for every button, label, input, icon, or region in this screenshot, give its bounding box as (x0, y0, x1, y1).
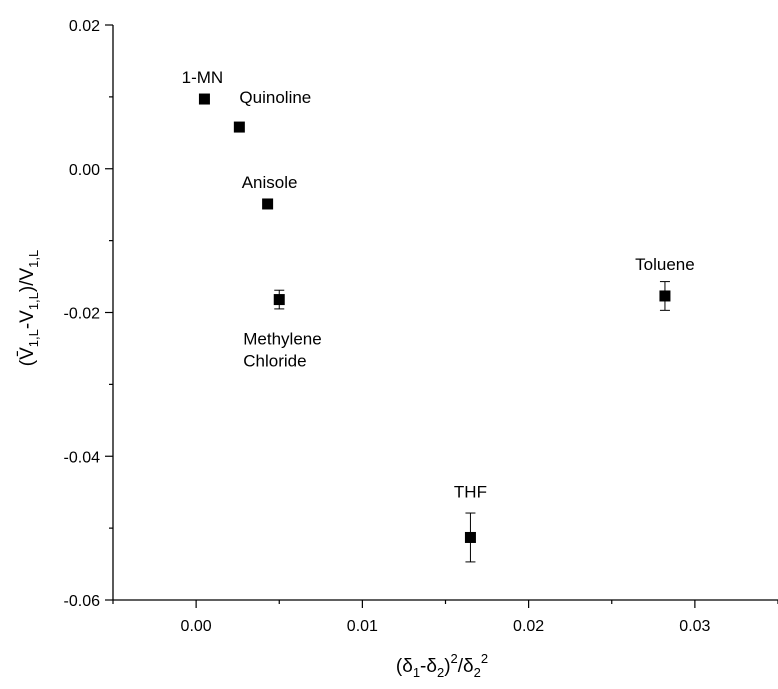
x-axis-title: (δ1-δ2)2/δ22 (396, 651, 488, 680)
x-tick-label: 0.01 (347, 618, 378, 635)
axes (112, 25, 778, 601)
data-point-marker (273, 294, 285, 306)
y-tick-label: -0.02 (64, 306, 101, 323)
point-label: 1-MN (182, 68, 224, 87)
data-point-marker (659, 290, 671, 302)
point-label: Anisole (242, 173, 298, 192)
y-tick-label: -0.06 (64, 593, 101, 610)
data-points (198, 93, 671, 563)
data-point-marker (198, 93, 210, 105)
data-point-marker (464, 531, 476, 543)
x-tick-label: 0.03 (679, 618, 710, 635)
point-label: Quinoline (239, 88, 311, 107)
y-tick-label: 0.02 (69, 18, 100, 35)
x-tick-label: 0.00 (181, 618, 212, 635)
data-point-marker (262, 198, 274, 210)
data-point-marker (233, 121, 245, 133)
y-axis-title: (V̄1,L-V1,L)/V1,L (17, 250, 41, 367)
x-tick-label: 0.02 (513, 618, 544, 635)
y-tick-label: 0.00 (69, 162, 100, 179)
point-labels: 1-MN Quinoline Anisole Methylene Chloride THF… (182, 68, 695, 501)
ticks: 0.02 0.00 -0.02 -0.04 -0.06 0.00 0.01 0.02 0.03 (64, 18, 778, 635)
point-label: THF (454, 482, 487, 501)
point-label: Methylene Chloride (243, 330, 321, 371)
y-tick-label: -0.04 (64, 449, 101, 466)
point-label: Toluene (635, 255, 695, 274)
